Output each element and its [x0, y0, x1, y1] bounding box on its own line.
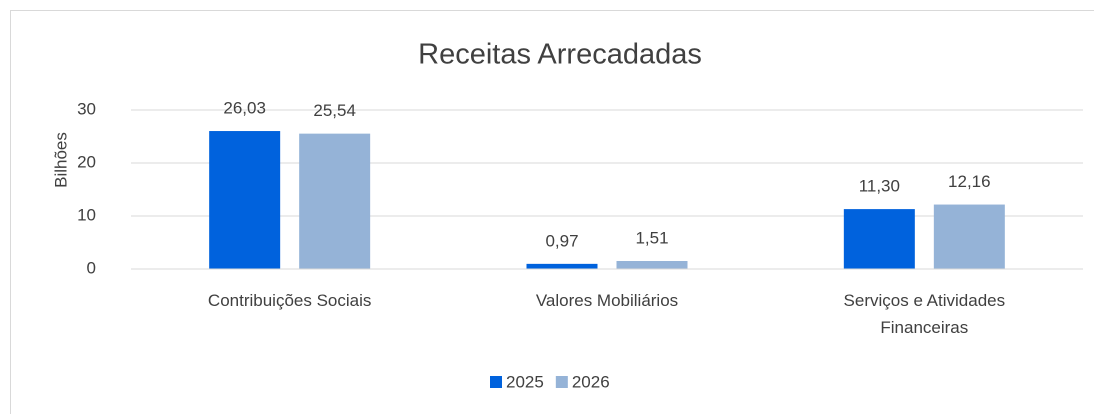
y-tick-label: 0 [87, 258, 96, 277]
chart-frame [10, 10, 1094, 414]
legend-label: 2025 [506, 372, 544, 391]
legend-label: 2026 [572, 372, 610, 391]
bar [209, 131, 281, 269]
y-axis-label: Bilhões [51, 132, 70, 188]
x-tick-label: Serviços e Atividades Financeiras [844, 291, 1006, 337]
value-label: 1,51 [635, 228, 668, 247]
legend-swatch [555, 376, 568, 388]
value-label: 11,30 [859, 177, 900, 196]
bar [526, 263, 598, 269]
bar [933, 204, 1005, 269]
legend-swatch [490, 376, 502, 388]
x-tick-label: Contribuições Sociais [208, 291, 371, 310]
y-tick-label: 30 [77, 99, 96, 118]
value-label: 25,54 [313, 101, 356, 120]
value-label: 26,03 [223, 99, 266, 118]
bar [843, 209, 915, 269]
x-tick-label: Valores Mobiliários [536, 291, 678, 310]
y-tick-label: 10 [77, 205, 96, 224]
y-tick-label: 20 [77, 152, 96, 171]
bar [299, 133, 371, 269]
value-label: 0,97 [545, 231, 578, 250]
value-label: 12,16 [948, 172, 991, 191]
bar [616, 260, 688, 269]
chart-title: Receitas Arrecadadas [418, 39, 702, 71]
